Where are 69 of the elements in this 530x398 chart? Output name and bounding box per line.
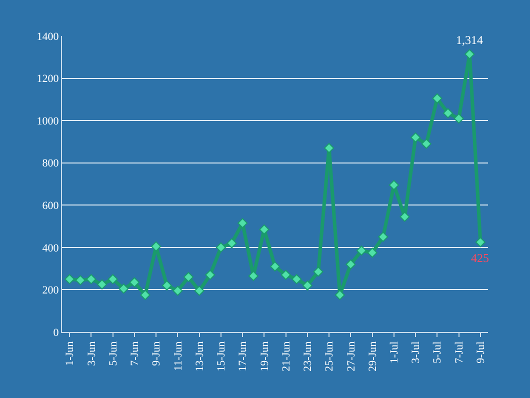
y-tick-label: 600	[42, 200, 60, 212]
point	[248, 270, 258, 282]
point	[96, 279, 108, 290]
y-tick-label: 400	[42, 242, 60, 254]
point	[367, 248, 378, 258]
point	[302, 280, 312, 291]
x-tick-label: 5-Jun	[107, 340, 120, 366]
x-tick-label: 7-Jun	[129, 340, 142, 366]
point	[226, 238, 237, 248]
point	[205, 270, 216, 280]
x-tick-label: 29-Jun	[366, 340, 379, 372]
y-tick-label: 1200	[36, 73, 60, 86]
point	[313, 266, 324, 277]
point	[172, 286, 183, 296]
point	[129, 277, 140, 288]
x-tick-label: 1-Jul	[388, 341, 401, 364]
point	[259, 224, 270, 235]
y-tick-label: 1000	[36, 115, 60, 128]
y-tick-label: 1400	[36, 30, 60, 43]
point	[324, 143, 334, 154]
x-tick-label: 1-Jun	[64, 340, 76, 366]
x-tick-label: 15-Jun	[216, 340, 228, 372]
x-tick-label: 9-Jul	[475, 341, 488, 364]
point	[216, 242, 226, 252]
point	[194, 286, 204, 296]
point	[75, 275, 86, 286]
point	[432, 93, 442, 104]
point	[86, 274, 96, 284]
x-tick-label: 25-Jun	[324, 340, 336, 372]
point	[442, 108, 454, 118]
x-tick-label: 9-Jun	[150, 340, 163, 366]
point	[270, 261, 280, 272]
point	[108, 274, 118, 284]
point	[421, 138, 432, 149]
point	[64, 274, 75, 284]
x-tick-label: 17-Jun	[237, 340, 250, 372]
point	[334, 290, 345, 300]
point	[238, 218, 248, 228]
y-tick-label: 800	[42, 158, 60, 170]
y-tick-label: 0	[53, 326, 60, 339]
point	[346, 259, 356, 270]
x-tick-label: 11-Jun	[172, 340, 184, 371]
point	[410, 132, 421, 143]
point	[183, 272, 194, 282]
y-tick-label: 200	[42, 284, 60, 297]
x-tick-label: 13-Jun	[194, 340, 206, 372]
point	[292, 274, 302, 284]
point	[118, 284, 129, 294]
x-tick-label: 21-Jun	[280, 340, 292, 372]
x-tick-label: 27-Jun	[345, 340, 358, 372]
point	[162, 280, 172, 291]
x-tick-label: 19-Jun	[258, 340, 271, 372]
x-tick-label: 23-Jun	[302, 340, 314, 372]
x-tick-label: 5-Jul	[432, 341, 444, 364]
data-label: 425	[471, 251, 489, 265]
x-tick-label: 7-Jul	[453, 341, 466, 364]
point	[140, 290, 150, 300]
point	[400, 212, 410, 222]
x-tick-label: 3-Jun	[86, 340, 98, 366]
point	[475, 237, 486, 248]
point	[280, 270, 291, 280]
x-tick-label: 3-Jul	[410, 341, 422, 364]
point	[454, 113, 464, 124]
point	[378, 232, 388, 242]
point	[464, 49, 475, 60]
point	[151, 241, 162, 252]
point	[356, 246, 367, 256]
point	[388, 180, 399, 190]
data-label: 1,314	[456, 33, 483, 47]
